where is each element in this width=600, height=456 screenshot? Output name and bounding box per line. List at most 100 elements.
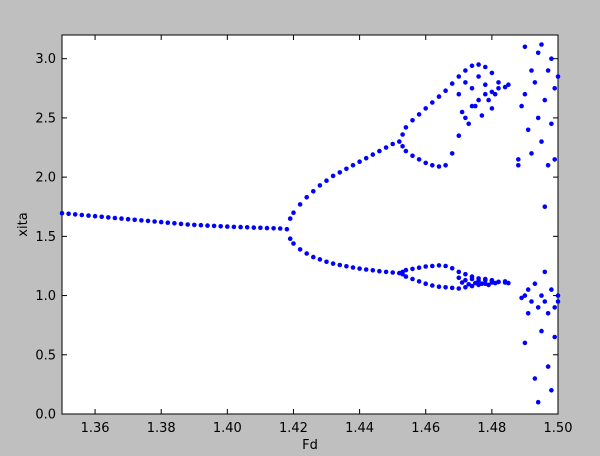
data-point: [337, 262, 343, 268]
data-point: [535, 399, 541, 405]
data-point: [469, 103, 475, 109]
data-point: [172, 221, 177, 226]
data-point: [496, 86, 501, 91]
data-point: [466, 121, 472, 127]
data-point: [525, 311, 531, 316]
data-point: [145, 218, 151, 224]
data-point: [430, 283, 435, 288]
data-point: [486, 97, 491, 103]
data-point: [205, 223, 210, 228]
data-point: [165, 220, 171, 225]
data-point: [304, 251, 310, 256]
data-point: [291, 241, 296, 246]
data-point: [476, 278, 481, 284]
data-point: [423, 106, 429, 111]
data-point: [317, 183, 323, 188]
data-point: [377, 148, 382, 154]
data-point: [403, 148, 409, 154]
data-point: [277, 226, 283, 231]
data-point: [403, 267, 409, 273]
data-point: [549, 287, 554, 292]
data-point: [403, 274, 409, 279]
data-point: [519, 103, 524, 109]
y-tick-label: 2.5: [35, 111, 56, 126]
data-point: [483, 82, 488, 87]
data-point: [552, 334, 557, 340]
data-point: [463, 271, 468, 277]
data-point: [390, 141, 396, 147]
data-point: [542, 299, 548, 304]
data-point: [370, 152, 376, 157]
data-point: [410, 276, 415, 282]
data-point: [258, 225, 263, 231]
data-point: [479, 113, 485, 118]
data-point: [291, 210, 296, 215]
data-point: [192, 222, 197, 228]
data-point: [211, 223, 217, 229]
data-point: [400, 144, 405, 149]
y-tick-label: 1.5: [35, 230, 56, 245]
data-point: [324, 259, 329, 265]
data-point: [297, 202, 303, 207]
data-point: [473, 103, 478, 109]
data-point: [489, 70, 495, 76]
data-point: [496, 80, 501, 85]
data-point: [106, 215, 111, 220]
data-point: [529, 68, 534, 73]
x-axis-label: Fd: [302, 438, 318, 453]
data-point: [79, 212, 85, 218]
data-point: [225, 224, 230, 229]
data-point: [383, 145, 389, 150]
data-point: [370, 268, 376, 273]
data-point: [178, 221, 184, 227]
data-point: [545, 163, 551, 168]
data-point: [430, 100, 435, 105]
data-point: [443, 263, 448, 269]
data-point: [489, 277, 495, 283]
data-point: [519, 295, 524, 301]
data-point: [516, 163, 521, 168]
data-point: [350, 163, 356, 168]
data-point: [304, 195, 310, 200]
data-point: [552, 86, 557, 91]
data-point: [549, 56, 554, 61]
data-point: [469, 86, 475, 91]
data-point: [456, 133, 462, 138]
data-point: [463, 115, 468, 121]
data-point: [476, 62, 481, 67]
data-point: [542, 204, 548, 209]
data-point: [317, 257, 323, 262]
data-point: [545, 364, 551, 369]
data-point: [99, 214, 104, 220]
data-point: [459, 280, 465, 285]
data-point: [363, 155, 369, 161]
data-point: [337, 170, 343, 175]
data-point: [545, 68, 551, 73]
data-point: [158, 219, 164, 225]
data-point: [545, 311, 551, 316]
x-tick-label: 1.50: [544, 421, 573, 436]
y-axis-ticks: 0.0 0.5 1.0 1.5 2.0 2.5 3.0: [35, 52, 558, 423]
data-point: [324, 178, 329, 183]
y-tick-label: 0.0: [35, 408, 56, 423]
data-point: [489, 89, 495, 95]
y-tick-label: 0.5: [35, 348, 56, 363]
data-point: [542, 97, 548, 103]
data-point: [410, 266, 415, 272]
data-point: [486, 282, 491, 288]
x-tick-label: 1.40: [213, 421, 242, 436]
data-point: [463, 80, 468, 85]
data-point: [449, 285, 455, 291]
data-point: [456, 269, 462, 275]
data-point: [552, 157, 557, 162]
data-point: [344, 264, 349, 269]
data-point: [492, 91, 498, 97]
data-point: [466, 282, 472, 287]
data-point: [476, 97, 481, 103]
data-point: [502, 84, 508, 90]
data-point: [251, 225, 257, 230]
data-point: [390, 270, 396, 275]
data-point: [506, 82, 511, 87]
data-point: [535, 115, 541, 121]
data-point: [502, 279, 508, 284]
